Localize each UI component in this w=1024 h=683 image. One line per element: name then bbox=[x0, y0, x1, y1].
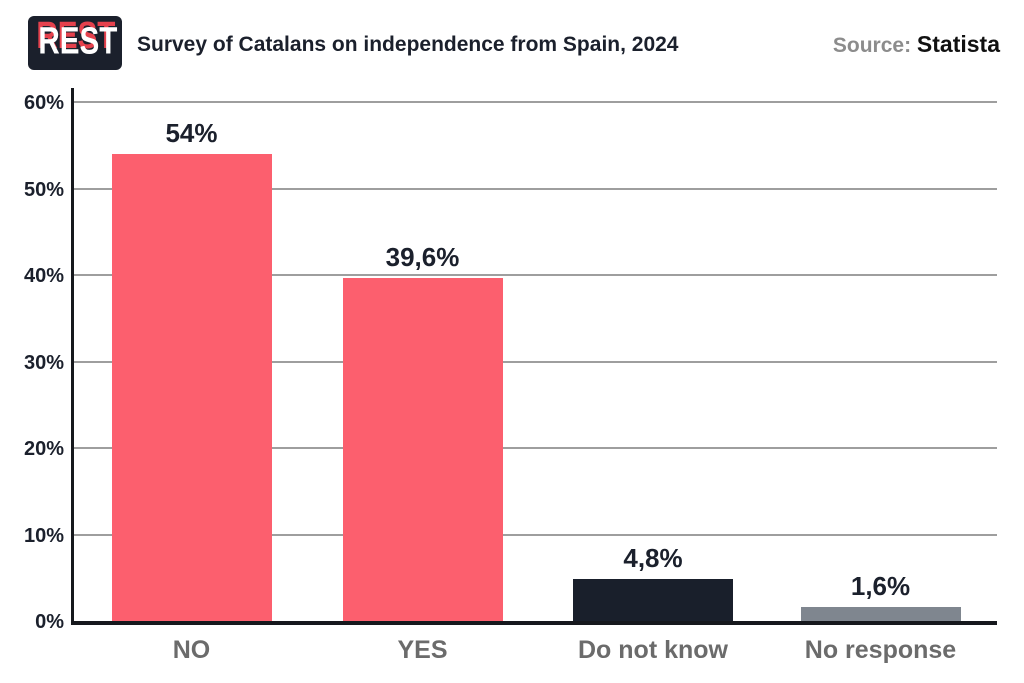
x-category-label: NO bbox=[172, 636, 211, 664]
bar-no-response bbox=[800, 607, 961, 621]
bar-yes bbox=[342, 278, 503, 621]
bar-value-label: 4,8% bbox=[623, 543, 683, 574]
gridline-10% bbox=[73, 533, 997, 536]
y-tick-label: 60% bbox=[23, 92, 64, 114]
gridline-50% bbox=[73, 187, 997, 190]
y-tick-label: 10% bbox=[23, 524, 64, 547]
chart-title: Survey of Catalans on independence from … bbox=[137, 33, 679, 56]
x-category-label: Do not know bbox=[578, 636, 728, 664]
y-tick-label: 0% bbox=[35, 611, 64, 633]
y-tick-label: 20% bbox=[23, 438, 64, 460]
gridline-60% bbox=[73, 101, 997, 103]
y-axis-line bbox=[71, 88, 74, 625]
x-axis-baseline bbox=[71, 621, 997, 625]
bar-value-label: 1,6% bbox=[850, 571, 911, 602]
y-tick-label: 50% bbox=[23, 178, 64, 201]
rest-logo: REST REST bbox=[28, 16, 122, 70]
y-tick-label: 30% bbox=[23, 351, 64, 374]
source-value: Statista bbox=[916, 31, 1000, 57]
gridline-20% bbox=[73, 447, 997, 449]
source-label: Source: bbox=[832, 34, 912, 57]
gridline-40% bbox=[73, 274, 997, 276]
source-attribution: Source: Statista bbox=[833, 31, 1000, 58]
x-category-label: No response bbox=[804, 636, 957, 664]
bar-value-label: 39,6% bbox=[385, 242, 460, 273]
bar-value-label: 54% bbox=[165, 117, 218, 148]
y-tick-label: 40% bbox=[23, 265, 64, 287]
bar-no bbox=[111, 153, 272, 621]
rest-logo-text: REST bbox=[38, 20, 118, 63]
x-category-label: YES bbox=[397, 636, 448, 664]
gridline-30% bbox=[73, 360, 997, 363]
rest-logo-text-shadow: REST bbox=[36, 16, 116, 57]
bar-do-not-know bbox=[573, 579, 733, 621]
